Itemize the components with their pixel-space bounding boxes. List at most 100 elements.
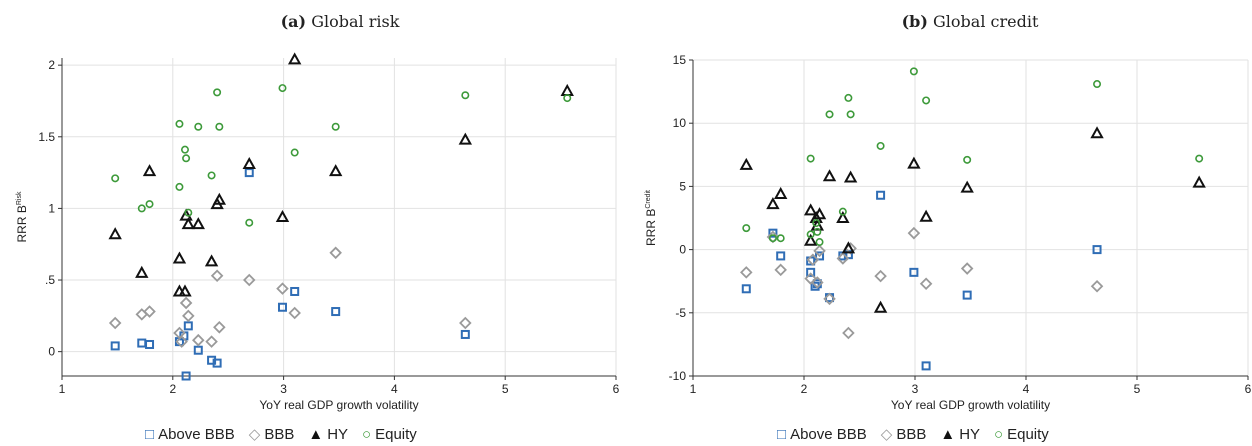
data-point — [907, 156, 921, 169]
series-bbb — [108, 246, 472, 348]
data-point — [278, 84, 287, 93]
data-point — [213, 88, 222, 97]
plot-b: 1 2 3 4 5 6 -10 -5 0 5 10 15 YoY real GDP growth vol… — [644, 53, 1252, 412]
data-point — [110, 341, 120, 351]
data-point — [212, 192, 227, 205]
data-point — [242, 156, 256, 169]
data-point — [876, 141, 885, 150]
data-point — [287, 52, 302, 65]
panel-b-title: (b) Global credit — [690, 12, 1250, 31]
legend-label: Above BBB — [790, 426, 867, 443]
x-tick-label: 3 — [912, 382, 919, 396]
legend-item: ▲ HY — [940, 426, 980, 443]
plot-a: 1 2 3 4 5 6 0 .5 1 1.5 2 YoY real GDP growth volati… — [15, 52, 620, 412]
data-point — [175, 335, 188, 348]
data-point — [135, 265, 149, 278]
data-point — [179, 296, 193, 310]
legend-item: □ Above BBB — [145, 426, 235, 443]
data-point — [962, 290, 972, 300]
data-point — [873, 300, 888, 313]
data-point — [181, 217, 196, 230]
data-point — [108, 227, 122, 240]
legend-label: BBB — [896, 426, 927, 443]
y-tick-label: -5 — [675, 306, 686, 320]
data-point — [108, 316, 122, 330]
data-point — [843, 170, 858, 183]
data-point — [207, 171, 216, 180]
data-point — [921, 361, 931, 371]
data-point — [815, 238, 824, 247]
data-point — [179, 208, 193, 221]
panel-b-title-text: Global credit — [933, 12, 1039, 31]
data-point — [909, 67, 918, 76]
data-point — [290, 286, 300, 296]
series-hy — [108, 52, 574, 297]
data-point — [963, 155, 972, 164]
data-point — [175, 182, 184, 191]
series-above-bbb — [110, 168, 470, 381]
data-point — [193, 345, 203, 355]
data-point — [182, 154, 191, 163]
x-axis-label: YoY real GDP growth volatility — [891, 398, 1050, 412]
data-point — [768, 234, 777, 243]
legend-label: HY — [327, 426, 349, 443]
data-point — [844, 93, 853, 102]
square-icon: □ — [145, 426, 155, 443]
data-point — [461, 91, 470, 100]
y-tick-label: 1.5 — [38, 130, 55, 144]
y-tick-label: 10 — [673, 116, 687, 130]
data-point — [181, 371, 191, 381]
data-point — [825, 110, 834, 119]
data-point — [773, 186, 788, 199]
y-tick-label: 0 — [679, 243, 686, 257]
data-point — [192, 333, 205, 347]
panel-b-label: (b) — [901, 12, 928, 31]
data-point — [960, 262, 974, 275]
data-point — [919, 209, 933, 222]
panel-a-label: (a) — [280, 12, 307, 31]
data-point — [841, 241, 856, 254]
data-point — [909, 267, 919, 277]
data-point — [244, 168, 254, 178]
y-tick-label: 2 — [48, 58, 55, 72]
data-point — [813, 227, 822, 236]
series-bbb — [740, 226, 1104, 340]
data-point — [815, 251, 825, 261]
x-tick-label: 5 — [502, 382, 509, 396]
data-point — [919, 277, 933, 291]
data-point — [838, 207, 847, 216]
data-point — [1092, 245, 1102, 255]
data-point — [142, 164, 157, 177]
diamond-icon: ◇ — [248, 426, 261, 443]
legend-label: HY — [959, 426, 981, 443]
data-point — [922, 96, 931, 105]
data-point — [329, 246, 342, 260]
data-point — [1195, 154, 1204, 163]
square-icon: □ — [777, 426, 787, 443]
data-point — [459, 316, 472, 330]
x-axis-label: YoY real GDP growth volatility — [259, 398, 418, 412]
data-point — [245, 218, 254, 227]
legend-b: □ Above BBB ◇ BBB ▲ HY ○ Equity — [777, 425, 1063, 443]
data-point — [184, 208, 193, 217]
circle-icon: ○ — [362, 426, 372, 443]
circle-icon: ○ — [994, 426, 1004, 443]
data-point — [175, 119, 184, 128]
legend-a: □ Above BBB ◇ BBB ▲ HY ○ Equity — [145, 425, 431, 443]
data-point — [1090, 279, 1104, 293]
series-equity — [111, 84, 572, 227]
y-axis-label: RRR BRisk — [15, 191, 29, 242]
data-point — [740, 266, 753, 279]
y-tick-label: 0 — [48, 345, 55, 359]
data-point — [806, 230, 815, 239]
data-point — [191, 217, 205, 230]
data-point — [1192, 175, 1206, 188]
data-point — [145, 200, 154, 209]
data-point — [907, 226, 921, 240]
data-point — [811, 276, 824, 289]
data-point — [768, 228, 778, 238]
data-point — [812, 219, 821, 228]
data-point — [194, 122, 203, 131]
data-point — [560, 83, 574, 96]
